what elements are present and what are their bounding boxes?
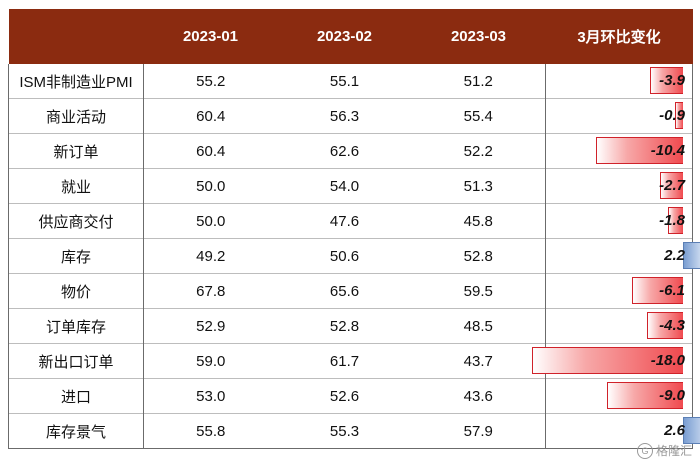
value-2023-01: 50.0 [196, 212, 226, 230]
row-name: 就业 [8, 168, 144, 204]
value-2023-03: 45.8 [463, 212, 493, 230]
change-bar [531, 347, 683, 374]
value-2023-03: 59.5 [463, 282, 493, 300]
header-2023-03: 2023-03 [411, 9, 546, 64]
value-2023-03: 52.2 [463, 142, 493, 160]
value-2023-01: 55.8 [196, 422, 226, 440]
mom-change-cell: -9.0 [545, 378, 693, 414]
value-2023-02: 55.1 [329, 72, 360, 90]
value-2023-01: 60.4 [196, 107, 226, 125]
row-name: 进口 [8, 378, 144, 414]
table-row: 库存 49.2 50.6 52.8 2.2 [8, 238, 700, 274]
table-row: ISM非制造业PMI 55.2 55.1 51.2 -3.9 [8, 64, 693, 99]
change-label: -9.0 [659, 387, 685, 404]
header-2023-02: 2023-02 [277, 9, 412, 64]
value-2023-02: 50.6 [329, 247, 360, 265]
value-2023-01: 60.4 [196, 142, 226, 160]
row-name: 库存 [8, 238, 144, 274]
row-name: 物价 [8, 273, 144, 309]
row-name: 商业活动 [8, 98, 144, 134]
pmi-table: 2023-01 2023-02 2023-03 3月环比变化 ISM非制造业PM… [8, 9, 700, 449]
change-label: 2.6 [664, 422, 685, 439]
mom-change-cell: -18.0 [531, 343, 693, 379]
change-bar [683, 242, 700, 269]
change-bar [650, 67, 683, 94]
value-2023-03: 52.8 [463, 247, 493, 265]
change-label: -0.9 [659, 107, 685, 124]
value-2023-02: 56.3 [329, 107, 360, 125]
row-name: ISM非制造业PMI [8, 64, 144, 99]
watermark-text: 格隆汇 [655, 444, 692, 458]
change-bar [660, 172, 683, 199]
change-bar [646, 312, 683, 339]
value-2023-02: 52.6 [329, 387, 360, 405]
header-blank [8, 9, 144, 64]
value-2023-01: 49.2 [196, 247, 226, 265]
value-2023-02: 61.7 [329, 352, 360, 370]
value-2023-02: 65.6 [329, 282, 360, 300]
table-row: 就业 50.0 54.0 51.3 -2.7 [8, 168, 693, 204]
row-name: 订单库存 [8, 308, 144, 344]
value-2023-01: 55.2 [196, 72, 226, 90]
change-bar [595, 137, 683, 164]
mom-change-cell: -2.7 [545, 168, 693, 204]
value-2023-02: 52.8 [329, 317, 360, 335]
change-label: 2.2 [664, 247, 685, 264]
change-bar [667, 207, 683, 234]
value-2023-03: 43.6 [463, 387, 493, 405]
mom-change-cell: -1.8 [545, 203, 693, 239]
table-row: 物价 67.8 65.6 59.5 -6.1 [8, 273, 693, 309]
header-mom-change: 3月环比变化 [545, 9, 693, 64]
value-2023-01: 50.0 [196, 177, 226, 195]
table-row: 新订单 60.4 62.6 52.2 -10.4 [8, 133, 693, 169]
value-2023-01: 67.8 [196, 282, 226, 300]
value-2023-03: 51.3 [463, 177, 493, 195]
value-2023-01: 59.0 [196, 352, 226, 370]
table-row: 供应商交付 50.0 47.6 45.8 -1.8 [8, 203, 693, 239]
mom-change-cell: -3.9 [545, 64, 693, 99]
row-name: 新出口订单 [8, 343, 144, 379]
change-bar [631, 277, 683, 304]
change-label: -18.0 [650, 352, 685, 369]
change-label: -6.1 [659, 282, 685, 299]
value-2023-03: 55.4 [463, 107, 493, 125]
mom-change-cell: -4.3 [545, 308, 693, 344]
value-2023-03: 51.2 [463, 72, 493, 90]
change-label: -2.7 [659, 177, 685, 194]
value-2023-01: 52.9 [196, 317, 226, 335]
table-row: 商业活动 60.4 56.3 55.4 -0.9 [8, 98, 693, 134]
row-name: 库存景气 [8, 413, 144, 449]
header-row: 2023-01 2023-02 2023-03 3月环比变化 [8, 9, 693, 64]
change-label: -4.3 [659, 317, 685, 334]
mom-change-cell: -0.9 [545, 98, 693, 134]
mom-change-cell: 2.2 [545, 238, 700, 274]
value-2023-03: 43.7 [463, 352, 493, 370]
change-label: -10.4 [650, 142, 685, 159]
row-name: 新订单 [8, 133, 144, 169]
value-2023-02: 55.3 [329, 422, 360, 440]
change-label: -1.8 [659, 212, 685, 229]
value-2023-03: 57.9 [463, 422, 493, 440]
watermark: G 格隆汇 [636, 442, 692, 459]
row-name: 供应商交付 [8, 203, 144, 239]
table-row: 订单库存 52.9 52.8 48.5 -4.3 [8, 308, 693, 344]
value-2023-02: 54.0 [329, 177, 360, 195]
table-row: 库存景气 55.8 55.3 57.9 2.6 [8, 413, 700, 449]
gelonghui-logo-icon: G [636, 442, 653, 459]
change-bar [683, 417, 700, 444]
value-2023-01: 53.0 [196, 387, 226, 405]
value-2023-03: 48.5 [463, 317, 493, 335]
table-row: 新出口订单 59.0 61.7 43.7 -18.0 [8, 343, 693, 379]
mom-change-cell: -10.4 [545, 133, 693, 169]
header-2023-01: 2023-01 [143, 9, 278, 64]
mom-change-cell: 2.6 [545, 413, 700, 449]
mom-change-cell: -6.1 [545, 273, 693, 309]
value-2023-02: 47.6 [329, 212, 360, 230]
change-bar [607, 382, 683, 409]
table-row: 进口 53.0 52.6 43.6 -9.0 [8, 378, 693, 414]
change-bar [675, 102, 683, 129]
change-label: -3.9 [659, 72, 685, 89]
value-2023-02: 62.6 [329, 142, 360, 160]
